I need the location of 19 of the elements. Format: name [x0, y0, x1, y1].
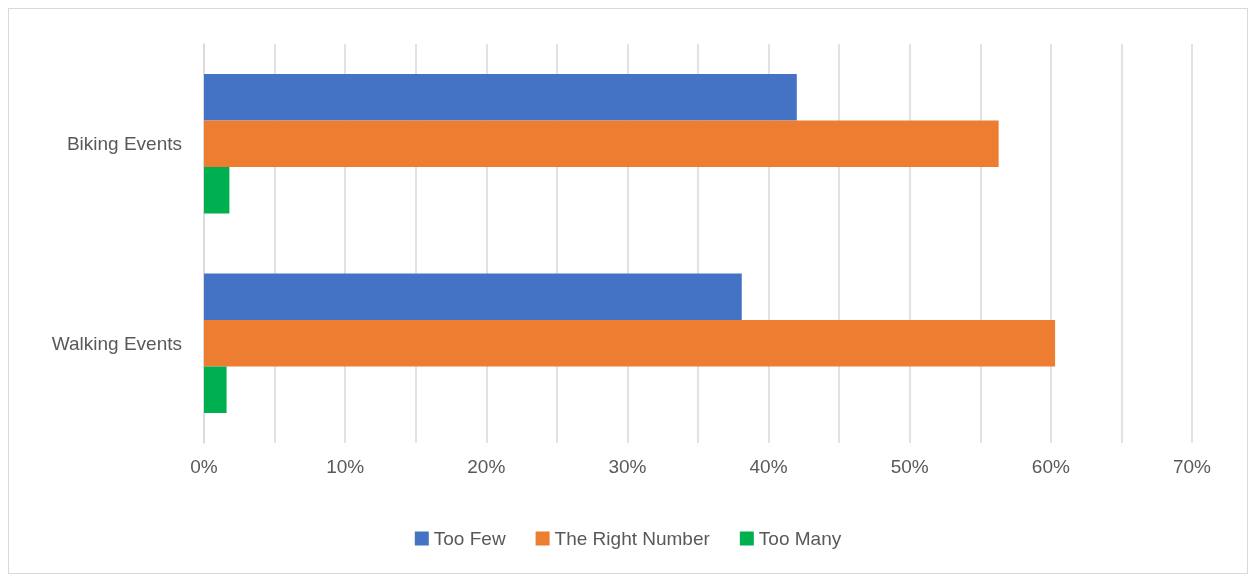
bar	[204, 120, 999, 168]
x-tick-label: 70%	[1172, 456, 1212, 477]
bar	[204, 366, 227, 414]
x-tick-label: 50%	[890, 456, 929, 477]
bar	[204, 73, 797, 121]
legend-label: Too Few	[433, 528, 506, 549]
legend-label: Too Many	[758, 528, 842, 549]
bar	[204, 167, 230, 214]
x-tick-label: 30%	[608, 456, 647, 477]
bar	[204, 273, 742, 320]
x-tick-label: 10%	[326, 456, 365, 477]
legend-label: The Right Number	[554, 528, 711, 549]
x-tick-label: 40%	[749, 456, 788, 477]
x-tick-label: 0%	[190, 456, 218, 477]
y-tick-label: Walking Events	[51, 332, 182, 354]
y-tick-label: Biking Events	[66, 133, 182, 155]
x-tick-label: 20%	[467, 456, 506, 477]
x-tick-label: 60%	[1031, 456, 1070, 477]
bar	[204, 319, 1056, 367]
